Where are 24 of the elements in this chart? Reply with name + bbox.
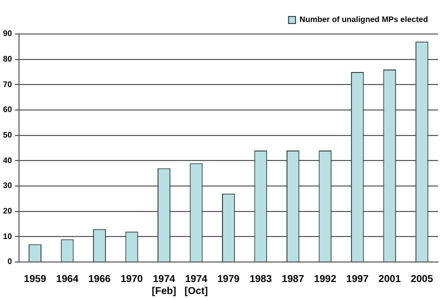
x-tick-label: 1966 [88,274,112,285]
y-tick-label: 80 [2,54,12,64]
y-tick-label: 10 [2,232,12,241]
x-tick-label: 1997 [346,274,369,285]
x-tick-label: 1974 [Feb] [152,274,176,297]
y-tick-label: 50 [2,130,12,140]
x-tick-label: 1979 [217,274,240,285]
y-tick-label: 30 [2,181,12,190]
x-tick-label: 1964 [56,274,79,285]
y-tick-label: 60 [2,105,12,114]
legend-label: Number of unaligned MPs elected [300,15,428,24]
y-tick-label: 40 [2,156,12,165]
x-tick-label: 2005 [410,274,434,285]
y-tick-label: 70 [2,80,12,89]
x-tick-label: 1983 [250,274,272,285]
y-tick-label: 0 [7,257,12,266]
x-tick-label: 1974 [Oct] [184,274,208,297]
y-tick-label: 20 [2,206,12,216]
y-tick-label: 90 [2,29,12,38]
x-tick-label: 2001 [378,274,402,285]
x-tick-label: 1992 [314,274,337,285]
x-tick-label: 1987 [282,274,304,285]
x-tick-label: 1959 [24,274,47,285]
x-tick-label: 1970 [120,274,144,285]
